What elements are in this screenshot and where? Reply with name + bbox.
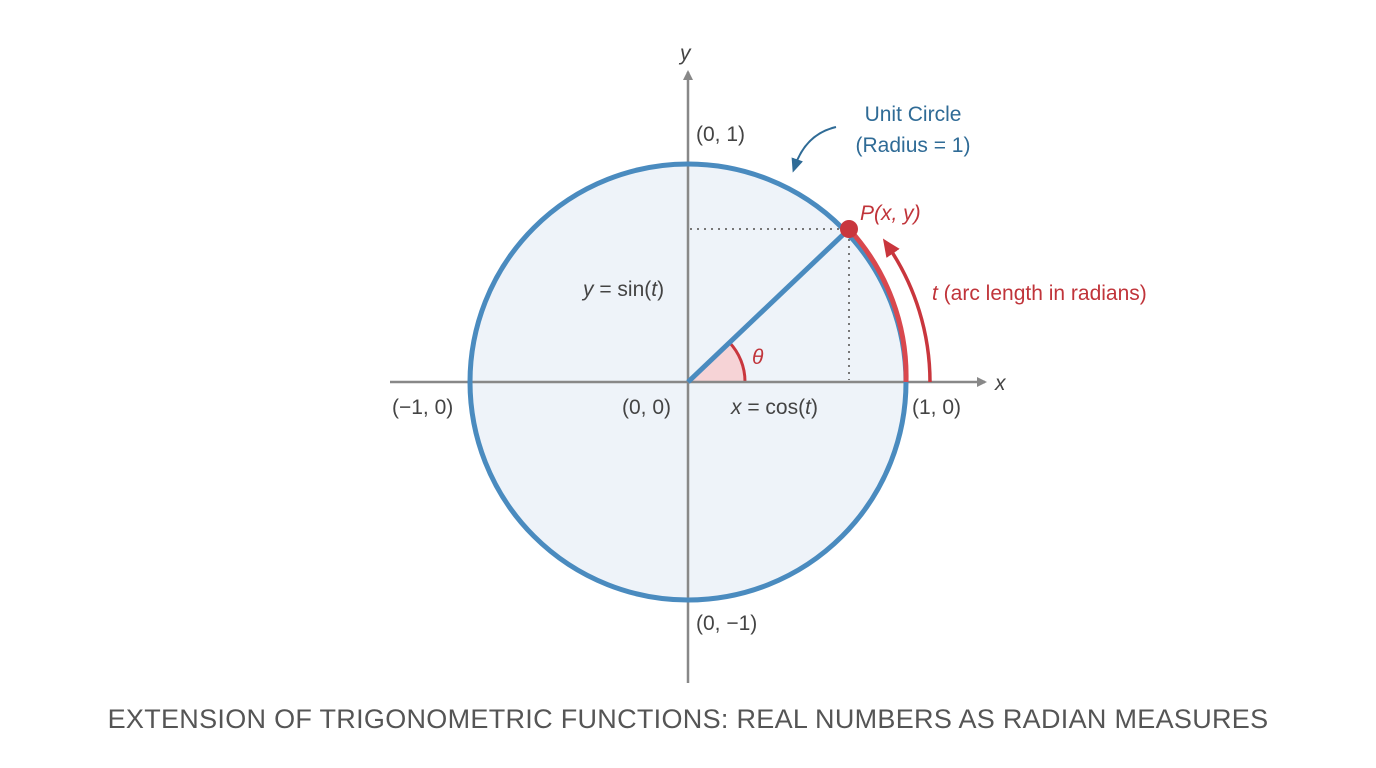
caption: EXTENSION OF TRIGONOMETRIC FUNCTIONS: RE… xyxy=(107,704,1269,734)
label-bottom: (0, −1) xyxy=(696,612,757,635)
arc-length-label: t (arc length in radians) xyxy=(932,282,1147,305)
cos-label: x = cos(t) xyxy=(730,396,818,419)
label-origin: (0, 0) xyxy=(622,396,671,419)
cos-t: t xyxy=(805,396,812,419)
cos-x: x xyxy=(730,396,743,419)
theta-label: θ xyxy=(752,346,764,369)
cos-rest: = cos( xyxy=(742,396,806,419)
unit-circle-label-line1: Unit Circle xyxy=(865,103,962,126)
sin-t: t xyxy=(651,278,658,301)
sin-label: y = sin(t) xyxy=(581,278,664,301)
unit-circle-label-line2: (Radius = 1) xyxy=(856,134,971,157)
label-top: (0, 1) xyxy=(696,123,745,146)
radius-line xyxy=(686,227,851,384)
label-left: (−1, 0) xyxy=(392,396,453,419)
y-axis-label: y xyxy=(678,42,692,65)
cos-close: ) xyxy=(811,396,818,419)
arc-t xyxy=(847,227,909,383)
label-right: (1, 0) xyxy=(912,396,961,419)
point-p xyxy=(840,220,858,238)
sin-y: y xyxy=(581,278,595,301)
sin-rest: = sin( xyxy=(594,278,652,301)
arc-t-symbol: t xyxy=(932,282,939,305)
angle-wedge xyxy=(688,342,746,382)
unit-circle-pointer-arrow xyxy=(791,126,837,173)
x-axis-label: x xyxy=(994,372,1007,395)
arc-desc: (arc length in radians) xyxy=(938,282,1147,305)
arc-direction-arrow xyxy=(882,238,932,383)
label-p: P(x, y) xyxy=(860,202,921,225)
sin-close: ) xyxy=(657,278,664,301)
angle-arc xyxy=(727,340,747,383)
